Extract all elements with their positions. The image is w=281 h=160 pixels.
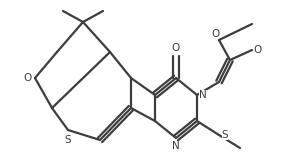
Text: O: O (211, 29, 219, 39)
Text: O: O (23, 73, 31, 83)
Text: O: O (254, 45, 262, 55)
Text: S: S (222, 130, 228, 140)
Text: S: S (65, 135, 71, 145)
Text: O: O (172, 43, 180, 53)
Text: N: N (172, 141, 180, 151)
Text: N: N (199, 90, 207, 100)
